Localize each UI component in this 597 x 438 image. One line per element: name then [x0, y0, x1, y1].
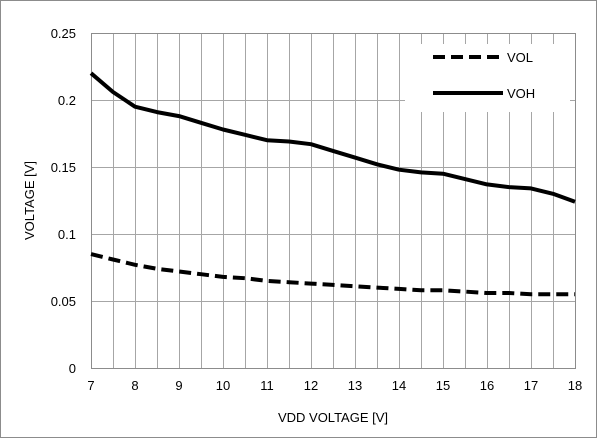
series-line-vol — [90, 252, 575, 297]
series-line-voh — [89, 71, 576, 204]
x-tick-label: 10 — [216, 378, 230, 393]
y-axis-title: VOLTAGE [V] — [22, 161, 37, 240]
x-tick-label: 17 — [524, 378, 538, 393]
legend-label-vol: VOL — [507, 50, 533, 65]
x-tick-label: 16 — [480, 378, 494, 393]
axis-tick-labels: 7 8 9 10 11 12 13 14 15 16 17 18 0 0.05 0.1 0.15 0.2 0.25 — [51, 26, 583, 393]
y-tick-label: 0.25 — [51, 26, 76, 41]
y-tick-label: 0.15 — [51, 160, 76, 175]
legend-background — [405, 44, 570, 112]
x-tick-label: 8 — [131, 378, 138, 393]
y-tick-label: 0.1 — [58, 227, 76, 242]
legend: VOL VOH — [405, 44, 570, 112]
x-tick-label: 11 — [260, 378, 274, 393]
y-tick-label: 0.2 — [58, 93, 76, 108]
x-tick-label: 14 — [392, 378, 406, 393]
x-tick-label: 18 — [568, 378, 582, 393]
x-tick-label: 9 — [175, 378, 182, 393]
x-tick-label: 7 — [87, 378, 94, 393]
plot-area-border — [91, 33, 576, 369]
x-axis-title: VDD VOLTAGE [V] — [278, 410, 388, 425]
x-tick-label: 12 — [304, 378, 318, 393]
legend-label-voh: VOH — [507, 86, 535, 101]
x-tick-label: 15 — [436, 378, 450, 393]
y-tick-label: 0 — [69, 361, 76, 376]
y-tick-label: 0.05 — [51, 294, 76, 309]
x-tick-label: 13 — [348, 378, 362, 393]
data-series — [89, 71, 576, 297]
